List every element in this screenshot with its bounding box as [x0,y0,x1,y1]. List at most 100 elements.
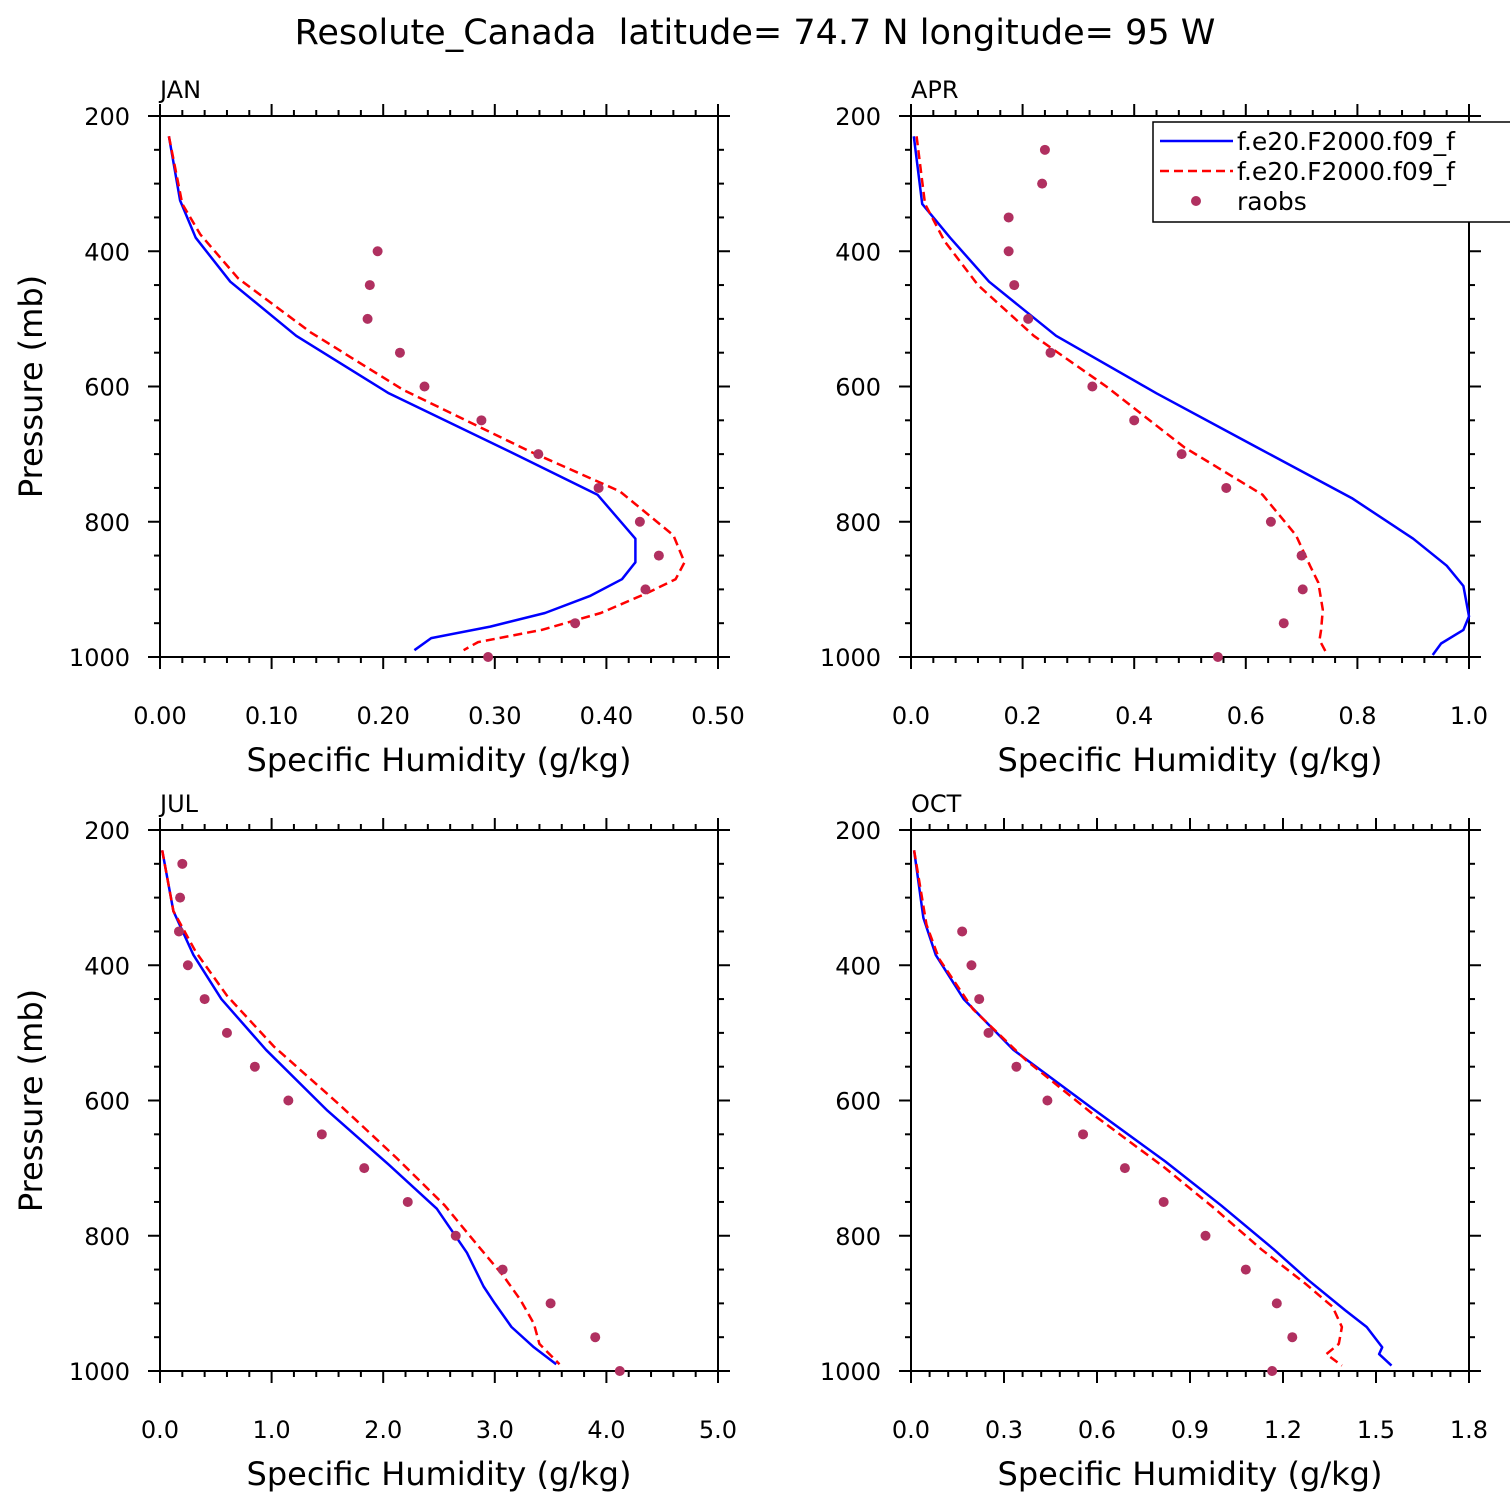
x-axis-label: Specific Humidity (g/kg) [247,1455,632,1493]
raobs-point [1045,347,1056,358]
raobs-point [640,584,651,595]
legend-box [1152,121,1510,223]
raobs-point [533,449,544,460]
y-tick-label: 600 [84,1088,130,1116]
series-line-solid [160,850,557,1366]
series-line-solid [912,850,1393,1367]
raobs-point [974,994,985,1005]
raobs-point [283,1095,294,1106]
x-tick-label: 1.5 [1357,1416,1395,1444]
raobs-point [249,1061,260,1072]
y-tick-label: 200 [835,103,881,131]
x-tick-label: 0.6 [1078,1416,1116,1444]
raobs-point [483,652,494,662]
raobs-point [173,926,184,937]
raobs-point [1176,449,1187,460]
series-line-solid [167,136,637,652]
y-tick-label: 800 [84,1223,130,1251]
legend-label-2: f.e20.F2000.f09_f [1237,157,1456,186]
series-line-dashed [167,136,686,652]
y-tick-label: 1000 [69,644,130,672]
raobs-point [1037,178,1048,189]
raobs-point [199,994,210,1005]
y-axis-label: Pressure (mb) [12,989,50,1212]
panel-apr: 200 400 600 800 1000 0.0 0.2 0.4 0.6 0.8 1.0 Specif… [820,76,1488,779]
series-line-dashed [912,850,1344,1367]
x-tick-label: 5.0 [699,1416,737,1444]
raobs-point [593,482,604,493]
legend-label-1: f.e20.F2000.f09_f [1237,127,1456,156]
x-tick-label: 0.2 [1004,702,1042,730]
raobs-point [614,1366,625,1376]
raobs-point [221,1027,232,1038]
figure-title: Resolute_Canada latitude= 74.7 N longitu… [295,13,1216,53]
raobs-point [1265,516,1276,527]
raobs-point [372,246,383,257]
raobs-point [419,381,430,392]
x-tick-label: 0.0 [141,1416,179,1444]
raobs-point [1087,381,1098,392]
x-tick-label: 0.0 [892,1416,930,1444]
raobs-point [362,313,373,324]
raobs-point [634,516,645,527]
raobs-point [316,1129,327,1140]
legend: f.e20.F2000.f09_f f.e20.F2000.f09_f raob… [1152,121,1510,223]
x-tick-label: 0.40 [580,702,633,730]
x-tick-label: 0.20 [356,702,409,730]
x-axis-label: Specific Humidity (g/kg) [998,741,1383,779]
x-tick-label: 4.0 [587,1416,625,1444]
x-tick-label: 0.30 [468,702,521,730]
raobs-point [1240,1264,1251,1275]
raobs-point [175,892,186,903]
raobs-point [1267,1366,1278,1376]
raobs-point [653,550,664,561]
plot-frame [910,829,1470,1372]
x-axis-label: Specific Humidity (g/kg) [247,741,632,779]
raobs-point [1023,313,1034,324]
raobs-point [182,960,193,971]
raobs-point [1212,652,1223,662]
raobs-point [1200,1230,1211,1241]
x-tick-label: 0.00 [133,702,186,730]
raobs-point [1158,1196,1169,1207]
y-tick-label: 600 [84,374,130,402]
panel-label: OCT [911,790,962,818]
raobs-point [1287,1332,1298,1343]
x-tick-label: 0.4 [1115,702,1153,730]
panel-jul: 200 400 600 800 1000 0.0 1.0 2.0 3.0 4.0 5.0 Specif… [12,790,737,1493]
raobs-point [1078,1129,1089,1140]
y-tick-label: 800 [835,1223,881,1251]
x-tick-label: 0.50 [691,702,744,730]
raobs-point [1039,144,1050,155]
x-tick-label: 2.0 [364,1416,402,1444]
raobs-point [177,858,188,869]
y-tick-label: 400 [84,952,130,980]
raobs-point [1011,1061,1022,1072]
x-tick-label: 0.6 [1227,702,1265,730]
y-tick-label: 1000 [820,1358,881,1386]
y-axis-label: Pressure (mb) [12,275,50,498]
raobs-point [402,1196,413,1207]
raobs-point [1297,584,1308,595]
y-tick-label: 800 [84,509,130,537]
panel-oct: 200 400 600 800 1000 0.0 0.3 0.6 0.9 1.2 1.5 1.8 Spe… [820,790,1488,1493]
raobs-point [570,618,581,629]
raobs-point [590,1332,601,1343]
raobs-point [545,1298,556,1309]
raobs-point [1278,618,1289,629]
series-line-dashed [915,136,1328,655]
x-tick-label: 1.8 [1450,1416,1488,1444]
x-tick-label: 1.0 [1450,702,1488,730]
legend-label-3: raobs [1237,187,1307,216]
y-tick-label: 200 [84,103,130,131]
raobs-point [359,1163,370,1174]
raobs-point [983,1027,994,1038]
raobs-point [1003,212,1014,223]
y-tick-label: 600 [835,374,881,402]
x-tick-label: 0.3 [985,1416,1023,1444]
y-tick-label: 1000 [69,1358,130,1386]
raobs-point [1009,280,1020,291]
raobs-point [1296,550,1307,561]
raobs-point [497,1264,508,1275]
